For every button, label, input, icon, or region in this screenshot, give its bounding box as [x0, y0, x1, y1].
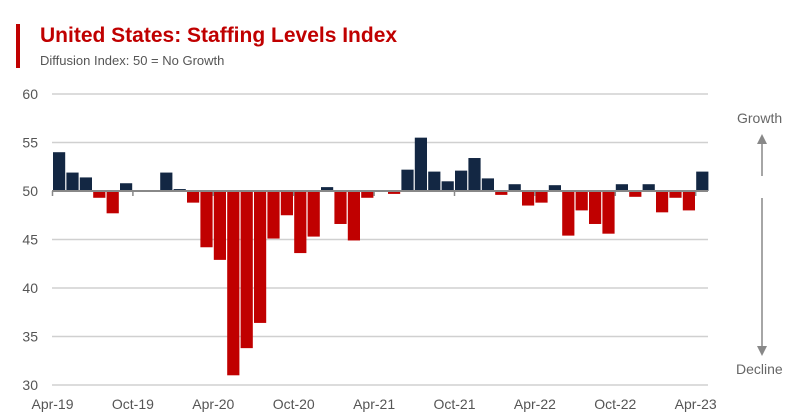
bar [629, 191, 642, 197]
bar [602, 191, 615, 234]
bar [468, 158, 481, 191]
x-tick-label: Oct-22 [594, 396, 636, 412]
bar [508, 184, 521, 191]
bar [120, 183, 133, 191]
bar [267, 191, 280, 239]
title-accent-bar [16, 24, 20, 68]
growth-arrow-icon [757, 134, 767, 144]
bar [93, 191, 106, 198]
y-tick-label: 40 [22, 280, 38, 296]
y-tick-label: 45 [22, 232, 38, 248]
bar [522, 191, 535, 206]
bar [562, 191, 575, 236]
bar [66, 172, 79, 191]
bar [321, 187, 334, 191]
bar [361, 191, 374, 198]
bar [280, 191, 293, 216]
decline-arrow-icon [757, 346, 767, 356]
bar [254, 191, 267, 323]
y-tick-label: 60 [22, 86, 38, 102]
bar [642, 184, 655, 191]
bar [79, 177, 92, 191]
x-tick-label: Apr-21 [353, 396, 395, 412]
bar [240, 191, 253, 349]
y-tick-label: 55 [22, 135, 38, 151]
bar [307, 191, 320, 237]
x-tick-label: Apr-22 [514, 396, 556, 412]
y-tick-label: 35 [22, 329, 38, 345]
bar [53, 152, 66, 191]
bar [481, 178, 494, 191]
x-tick-label: Apr-20 [192, 396, 234, 412]
bar [669, 191, 682, 198]
bar [589, 191, 602, 224]
chart-subtitle: Diffusion Index: 50 = No Growth [40, 53, 225, 68]
bar [682, 191, 695, 211]
bar [548, 185, 561, 191]
x-tick-label: Oct-20 [273, 396, 315, 412]
bar [294, 191, 307, 254]
bar [160, 172, 173, 191]
x-tick-label: Oct-21 [433, 396, 475, 412]
x-tick-label: Apr-23 [675, 396, 717, 412]
bar [696, 171, 709, 191]
bar [388, 191, 401, 194]
bar [200, 191, 213, 248]
bar [106, 191, 119, 214]
decline-label: Decline [736, 361, 783, 377]
y-tick-label: 50 [22, 183, 38, 199]
bar [187, 191, 200, 203]
y-tick-label: 30 [22, 377, 38, 393]
bar [414, 137, 427, 191]
bar [575, 191, 588, 211]
bar [656, 191, 669, 213]
chart-title: United States: Staffing Levels Index [40, 24, 398, 47]
bar [334, 191, 347, 224]
bar [441, 181, 454, 191]
x-tick-label: Apr-19 [31, 396, 73, 412]
x-tick-label: Oct-19 [112, 396, 154, 412]
bar [535, 191, 548, 203]
bar [615, 184, 628, 191]
growth-label: Growth [737, 110, 783, 126]
bar [213, 191, 226, 260]
bar [455, 170, 468, 191]
bar [347, 191, 360, 241]
bar [227, 191, 240, 376]
bar [401, 169, 414, 191]
bar [428, 171, 441, 191]
bar [495, 191, 508, 195]
